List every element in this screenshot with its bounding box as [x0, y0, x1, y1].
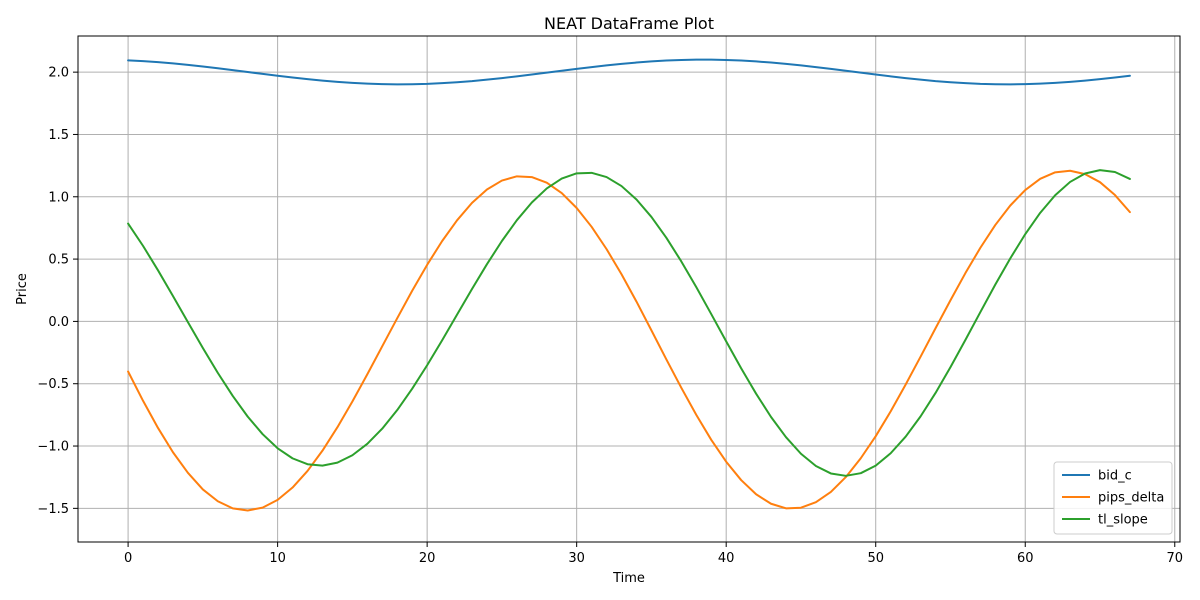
y-axis-title: Price	[15, 273, 30, 305]
y-tick-label: −1.5	[37, 502, 69, 517]
y-tick-label: −1.0	[37, 440, 69, 455]
series-line-tl_slope	[127, 169, 1131, 477]
x-tick-label: 0	[124, 551, 132, 566]
grid-lines	[78, 36, 1180, 542]
y-tick-label: 0.5	[48, 253, 69, 268]
y-tick-label: −0.5	[37, 377, 69, 392]
plot-frame	[77, 35, 1181, 543]
x-tick-label: 60	[1017, 551, 1034, 566]
legend-label-tl_slope: tl_slope	[1098, 513, 1148, 528]
chart-title: NEAT DataFrame Plot	[544, 14, 714, 33]
series-line-bid_c	[127, 58, 1131, 86]
legend-label-pips_delta: pips_delta	[1098, 491, 1164, 506]
y-tick-label: 1.0	[48, 190, 69, 205]
y-tick-label: 2.0	[48, 66, 69, 81]
series-lines	[127, 58, 1131, 512]
series-line-pips_delta	[127, 169, 1131, 512]
x-tick-label: 70	[1166, 551, 1183, 566]
x-tick-label: 50	[867, 551, 884, 566]
x-tick-label: 10	[269, 551, 286, 566]
x-tick-label: 30	[568, 551, 585, 566]
legend-label-bid_c: bid_c	[1098, 469, 1132, 484]
axis-ticks: 0 10 20 30 40 50 60 70 −1.5 −1.0 −0.5 0.0 0.5 1.0 1.5 2…	[37, 66, 1183, 566]
x-tick-label: 20	[419, 551, 436, 566]
y-tick-label: 1.5	[48, 128, 69, 143]
legend: bid_c pips_delta tl_slope	[1053, 461, 1173, 535]
legend-box	[1053, 461, 1173, 535]
x-axis-title: Time	[612, 571, 645, 586]
y-tick-label: 0.0	[48, 315, 69, 330]
x-tick-label: 40	[718, 551, 735, 566]
